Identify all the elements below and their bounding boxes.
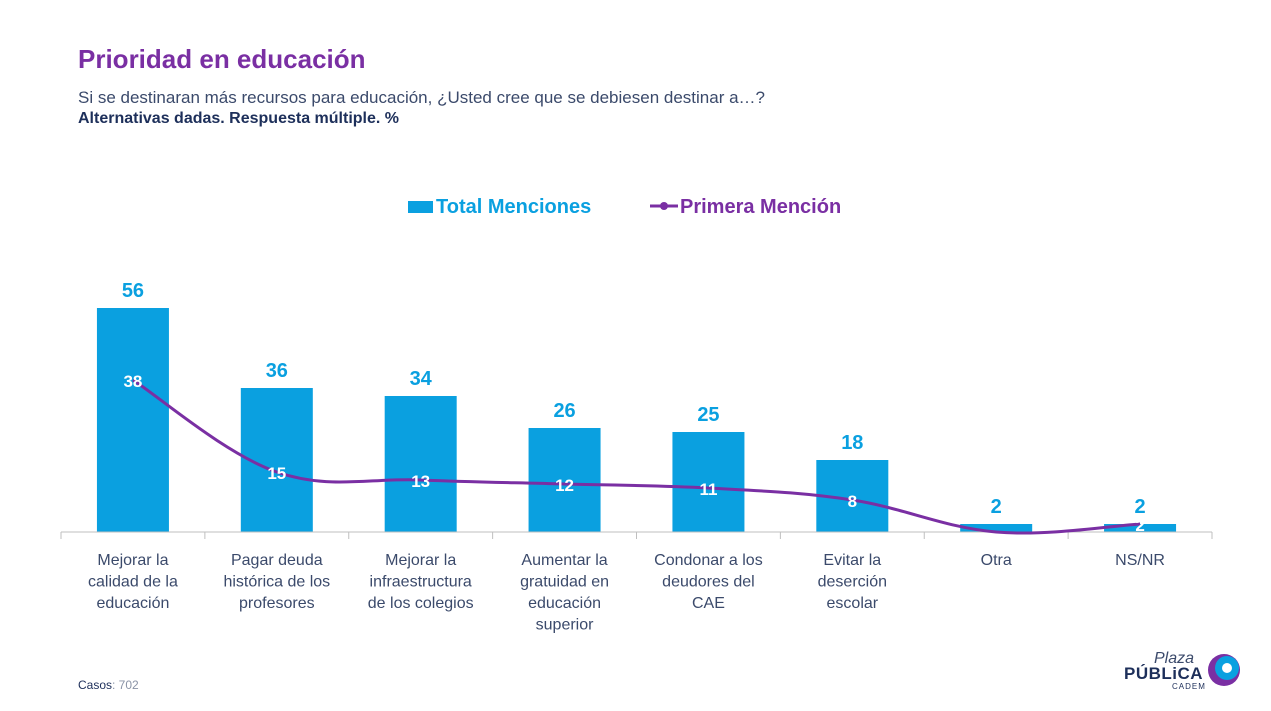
bar-total-7: [1104, 524, 1177, 532]
legend-bar-swatch: [408, 201, 433, 213]
category-label-4: Condonar a los deudores del CAE: [654, 552, 763, 612]
bar-total-0: [96, 308, 169, 532]
category-label-7: NS/NR: [1115, 552, 1165, 569]
category-label-2: Mejorar la infraestructura de los colegios: [368, 552, 474, 612]
survey-question: Si se destinaran más recursos para educa…: [78, 88, 765, 107]
line-primera-mencion: [132, 378, 1141, 535]
plaza-publica-logo: Plaza PÚBLiCA CADEM: [1124, 650, 1244, 691]
bar-total-label-5: 18: [841, 432, 863, 454]
bar-total-label-1: 36: [266, 360, 288, 382]
bar-total-label-6: 2: [991, 496, 1002, 518]
bar-total-3: [528, 428, 601, 532]
bar-total-6: [960, 524, 1033, 532]
bar-total-2: [384, 396, 457, 532]
category-label-1: Pagar deuda histórica de los profesores: [223, 552, 330, 612]
line-label-4: 11: [699, 480, 717, 499]
cases-value: : 702: [112, 678, 139, 692]
bar-total-label-7: 2: [1135, 496, 1146, 518]
line-label-2: 13: [411, 472, 430, 491]
legend-bar-label: Total Menciones: [436, 196, 591, 218]
logo-publica-text: PÚBLiCA: [1124, 664, 1204, 683]
line-label-5: 8: [848, 492, 857, 511]
category-label-5: Evitar la deserción escolar: [818, 552, 887, 612]
line-label-7: 2: [1135, 516, 1144, 535]
page-title: Prioridad en educación: [78, 44, 366, 74]
bar-total-label-2: 34: [410, 368, 433, 390]
response-note: Alternativas dadas. Respuesta múltiple. …: [78, 110, 399, 127]
line-label-3: 12: [555, 476, 574, 495]
logo-mark-icon: [1208, 654, 1240, 686]
legend-line-label: Primera Mención: [680, 196, 841, 218]
bar-total-label-4: 25: [697, 404, 719, 426]
cases-note: Casos: 702: [78, 678, 139, 692]
line-label-0: 38: [123, 372, 142, 391]
cases-label: Casos: [78, 678, 113, 692]
line-label-1: 15: [267, 464, 286, 483]
category-label-6: Otra: [981, 552, 1012, 569]
bar-total-label-3: 26: [553, 400, 575, 422]
legend-line-marker: [660, 202, 668, 210]
category-label-3: Aumentar la gratuidad en educación superior: [520, 552, 609, 634]
bar-total-label-0: 56: [122, 280, 144, 302]
category-label-0: Mejorar la calidad de la educación: [88, 552, 178, 612]
logo-plaza-text: Plaza: [1154, 650, 1195, 667]
bar-total-4: [672, 432, 745, 532]
logo-cadem-text: CADEM: [1172, 682, 1206, 691]
